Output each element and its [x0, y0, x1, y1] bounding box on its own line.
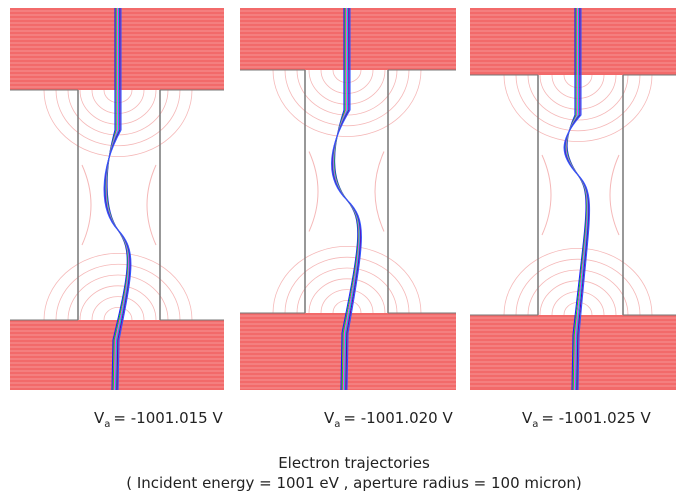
- field-line: [43, 89, 193, 157]
- field-line: [332, 69, 362, 83]
- field-line: [515, 74, 641, 132]
- field-line: [332, 300, 362, 314]
- field-line: [91, 89, 145, 114]
- label-value: = -1001.015 V: [113, 409, 223, 427]
- label-subscript: a: [334, 419, 340, 430]
- electron-trajectory: [563, 8, 591, 391]
- voltage-label: Va = -1001.020 V: [324, 409, 453, 430]
- field-line: [284, 69, 410, 127]
- field-line: [551, 74, 605, 99]
- field-line: [503, 248, 653, 316]
- field-line: [320, 289, 374, 314]
- electrode: [470, 8, 676, 75]
- label-value: = -1001.020 V: [343, 409, 453, 427]
- label-symbol: V: [324, 409, 335, 427]
- field-line: [103, 307, 133, 321]
- simulation-panel: Va = -1001.020 V: [240, 8, 456, 430]
- field-line: [296, 267, 398, 314]
- field-line: [374, 151, 385, 232]
- field-line: [67, 89, 169, 136]
- field-line: [503, 74, 653, 142]
- field-line: [43, 253, 193, 321]
- field-line: [81, 164, 92, 246]
- field-line: [539, 280, 617, 316]
- label-value: = -1001.025 V: [541, 409, 651, 427]
- field-line: [308, 151, 319, 232]
- simulation-panel: Va = -1001.025 V: [470, 8, 676, 430]
- panels: Va = -1001.015 V Va = -1001.020 V Va = -1001.…: [10, 8, 676, 430]
- electron-trajectory: [331, 8, 362, 391]
- field-line: [320, 69, 374, 94]
- field-line: [609, 154, 620, 236]
- field-line: [563, 74, 593, 88]
- simulation-panel: Va = -1001.015 V: [10, 8, 224, 430]
- field-line: [308, 69, 386, 105]
- field-line: [272, 246, 422, 314]
- field-line: [296, 69, 398, 116]
- caption-subtitle: ( Incident energy = 1001 eV , aperture r…: [126, 474, 582, 492]
- field-line: [527, 74, 629, 121]
- voltage-label: Va = -1001.015 V: [94, 409, 223, 430]
- label-subscript: a: [532, 419, 538, 430]
- electron-trajectory: [103, 8, 132, 391]
- caption-title: Electron trajectories: [278, 454, 430, 472]
- field-line: [79, 285, 157, 321]
- label-symbol: V: [94, 409, 105, 427]
- field-line: [515, 258, 641, 316]
- label-symbol: V: [522, 409, 533, 427]
- voltage-label: Va = -1001.025 V: [522, 409, 651, 430]
- field-line: [308, 278, 386, 314]
- field-line: [284, 256, 410, 314]
- field-line: [103, 89, 133, 103]
- field-line: [539, 74, 617, 110]
- field-line: [55, 263, 181, 321]
- field-line: [91, 296, 145, 321]
- field-line: [272, 69, 422, 137]
- field-line: [541, 154, 552, 236]
- field-line: [67, 274, 169, 321]
- field-line: [79, 89, 157, 125]
- label-subscript: a: [104, 419, 110, 430]
- field-line: [55, 89, 181, 147]
- field-line: [146, 164, 157, 246]
